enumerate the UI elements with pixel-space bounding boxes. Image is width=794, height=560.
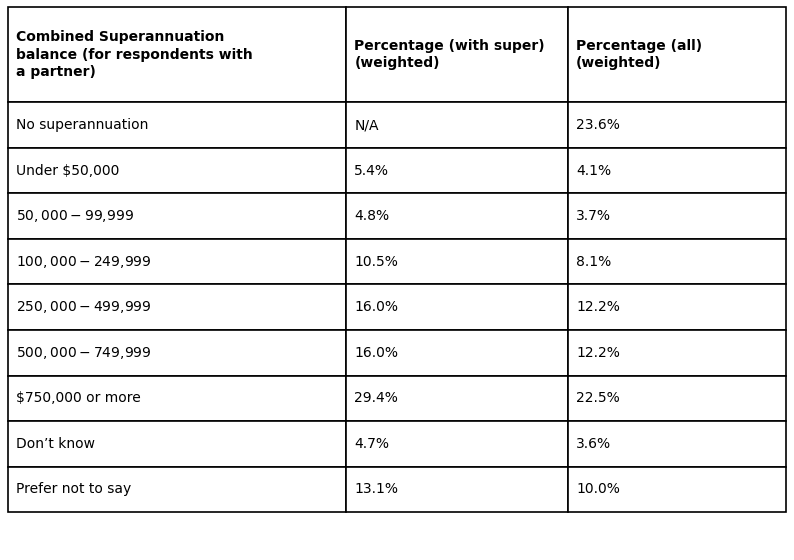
Bar <box>8 148 346 193</box>
Text: 10.0%: 10.0% <box>576 482 620 496</box>
Text: 16.0%: 16.0% <box>354 346 399 360</box>
Text: 8.1%: 8.1% <box>576 255 611 269</box>
Bar <box>8 466 346 512</box>
Bar <box>346 7 569 102</box>
Text: $750,000 or more: $750,000 or more <box>16 391 141 405</box>
Bar <box>8 102 346 148</box>
Text: 4.1%: 4.1% <box>576 164 611 178</box>
Bar <box>346 376 569 421</box>
Text: 12.2%: 12.2% <box>576 300 620 314</box>
Text: $100,000 - $249,999: $100,000 - $249,999 <box>16 254 152 270</box>
Text: Combined Superannuation
balance (for respondents with
a partner): Combined Superannuation balance (for res… <box>16 30 252 80</box>
Bar <box>569 193 786 239</box>
Text: 23.6%: 23.6% <box>576 118 620 132</box>
Text: 12.2%: 12.2% <box>576 346 620 360</box>
Bar <box>8 376 346 421</box>
Bar <box>8 284 346 330</box>
Text: 3.6%: 3.6% <box>576 437 611 451</box>
Text: 16.0%: 16.0% <box>354 300 399 314</box>
Bar <box>569 466 786 512</box>
Text: $50,000 - $99,999: $50,000 - $99,999 <box>16 208 133 224</box>
Bar <box>569 102 786 148</box>
Bar <box>346 193 569 239</box>
Text: N/A: N/A <box>354 118 379 132</box>
Bar <box>346 466 569 512</box>
Bar <box>569 376 786 421</box>
Bar <box>346 421 569 466</box>
Bar <box>346 284 569 330</box>
Text: Percentage (with super)
(weighted): Percentage (with super) (weighted) <box>354 39 545 71</box>
Bar <box>569 421 786 466</box>
Bar <box>8 421 346 466</box>
Text: Under $50,000: Under $50,000 <box>16 164 119 178</box>
Bar <box>346 148 569 193</box>
Text: 29.4%: 29.4% <box>354 391 399 405</box>
Bar <box>569 239 786 284</box>
Bar <box>569 7 786 102</box>
Text: 22.5%: 22.5% <box>576 391 620 405</box>
Bar <box>8 7 346 102</box>
Text: 3.7%: 3.7% <box>576 209 611 223</box>
Bar <box>8 193 346 239</box>
Text: Don’t know: Don’t know <box>16 437 94 451</box>
Bar <box>346 330 569 376</box>
Text: Percentage (all)
(weighted): Percentage (all) (weighted) <box>576 39 702 71</box>
Bar <box>569 284 786 330</box>
Bar <box>346 102 569 148</box>
Bar <box>8 330 346 376</box>
Text: No superannuation: No superannuation <box>16 118 148 132</box>
Text: 4.7%: 4.7% <box>354 437 389 451</box>
Bar <box>569 330 786 376</box>
Bar <box>8 239 346 284</box>
Text: 4.8%: 4.8% <box>354 209 390 223</box>
Text: 13.1%: 13.1% <box>354 482 399 496</box>
Text: Prefer not to say: Prefer not to say <box>16 482 131 496</box>
Text: 5.4%: 5.4% <box>354 164 389 178</box>
Text: 10.5%: 10.5% <box>354 255 399 269</box>
Bar <box>569 148 786 193</box>
Text: $500,000 - $749,999: $500,000 - $749,999 <box>16 345 152 361</box>
Bar <box>346 239 569 284</box>
Text: $250,000 - $499,999: $250,000 - $499,999 <box>16 299 152 315</box>
